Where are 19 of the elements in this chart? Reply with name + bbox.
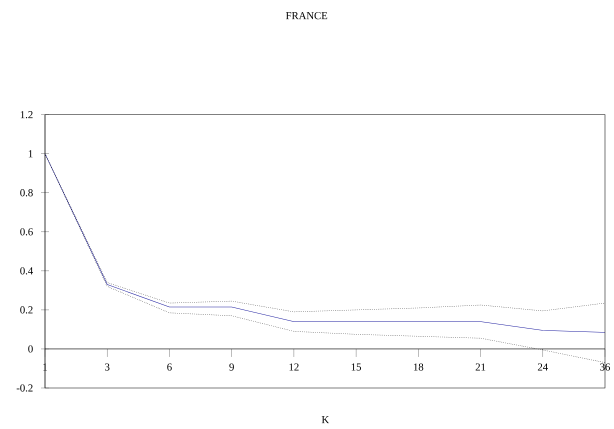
chart-title: FRANCE	[286, 12, 328, 20]
x-tick-label: 12	[289, 363, 299, 371]
y-tick-label: 0.4	[20, 267, 34, 274]
y-tick-label: 1	[28, 150, 33, 158]
x-tick-label: 21	[476, 363, 486, 371]
y-tick-label: -0.2	[16, 384, 33, 392]
x-tick-label: 3	[105, 363, 110, 371]
x-tick-label: 6	[167, 363, 172, 371]
y-tick-label: 0	[28, 345, 33, 353]
x-tick-label: 18	[414, 363, 424, 371]
x-axis-title: K	[322, 416, 330, 424]
x-tick-label: 9	[229, 363, 234, 371]
y-tick-label: 1.2	[20, 111, 33, 118]
y-tick-label: 0.6	[20, 228, 33, 236]
y-tick-label: 0.2	[20, 306, 33, 314]
x-tick-label: 15	[352, 363, 362, 371]
x-tick-label: 36	[600, 363, 610, 371]
y-tick-label: 0.8	[20, 189, 33, 196]
x-tick-label: 24	[538, 363, 548, 371]
